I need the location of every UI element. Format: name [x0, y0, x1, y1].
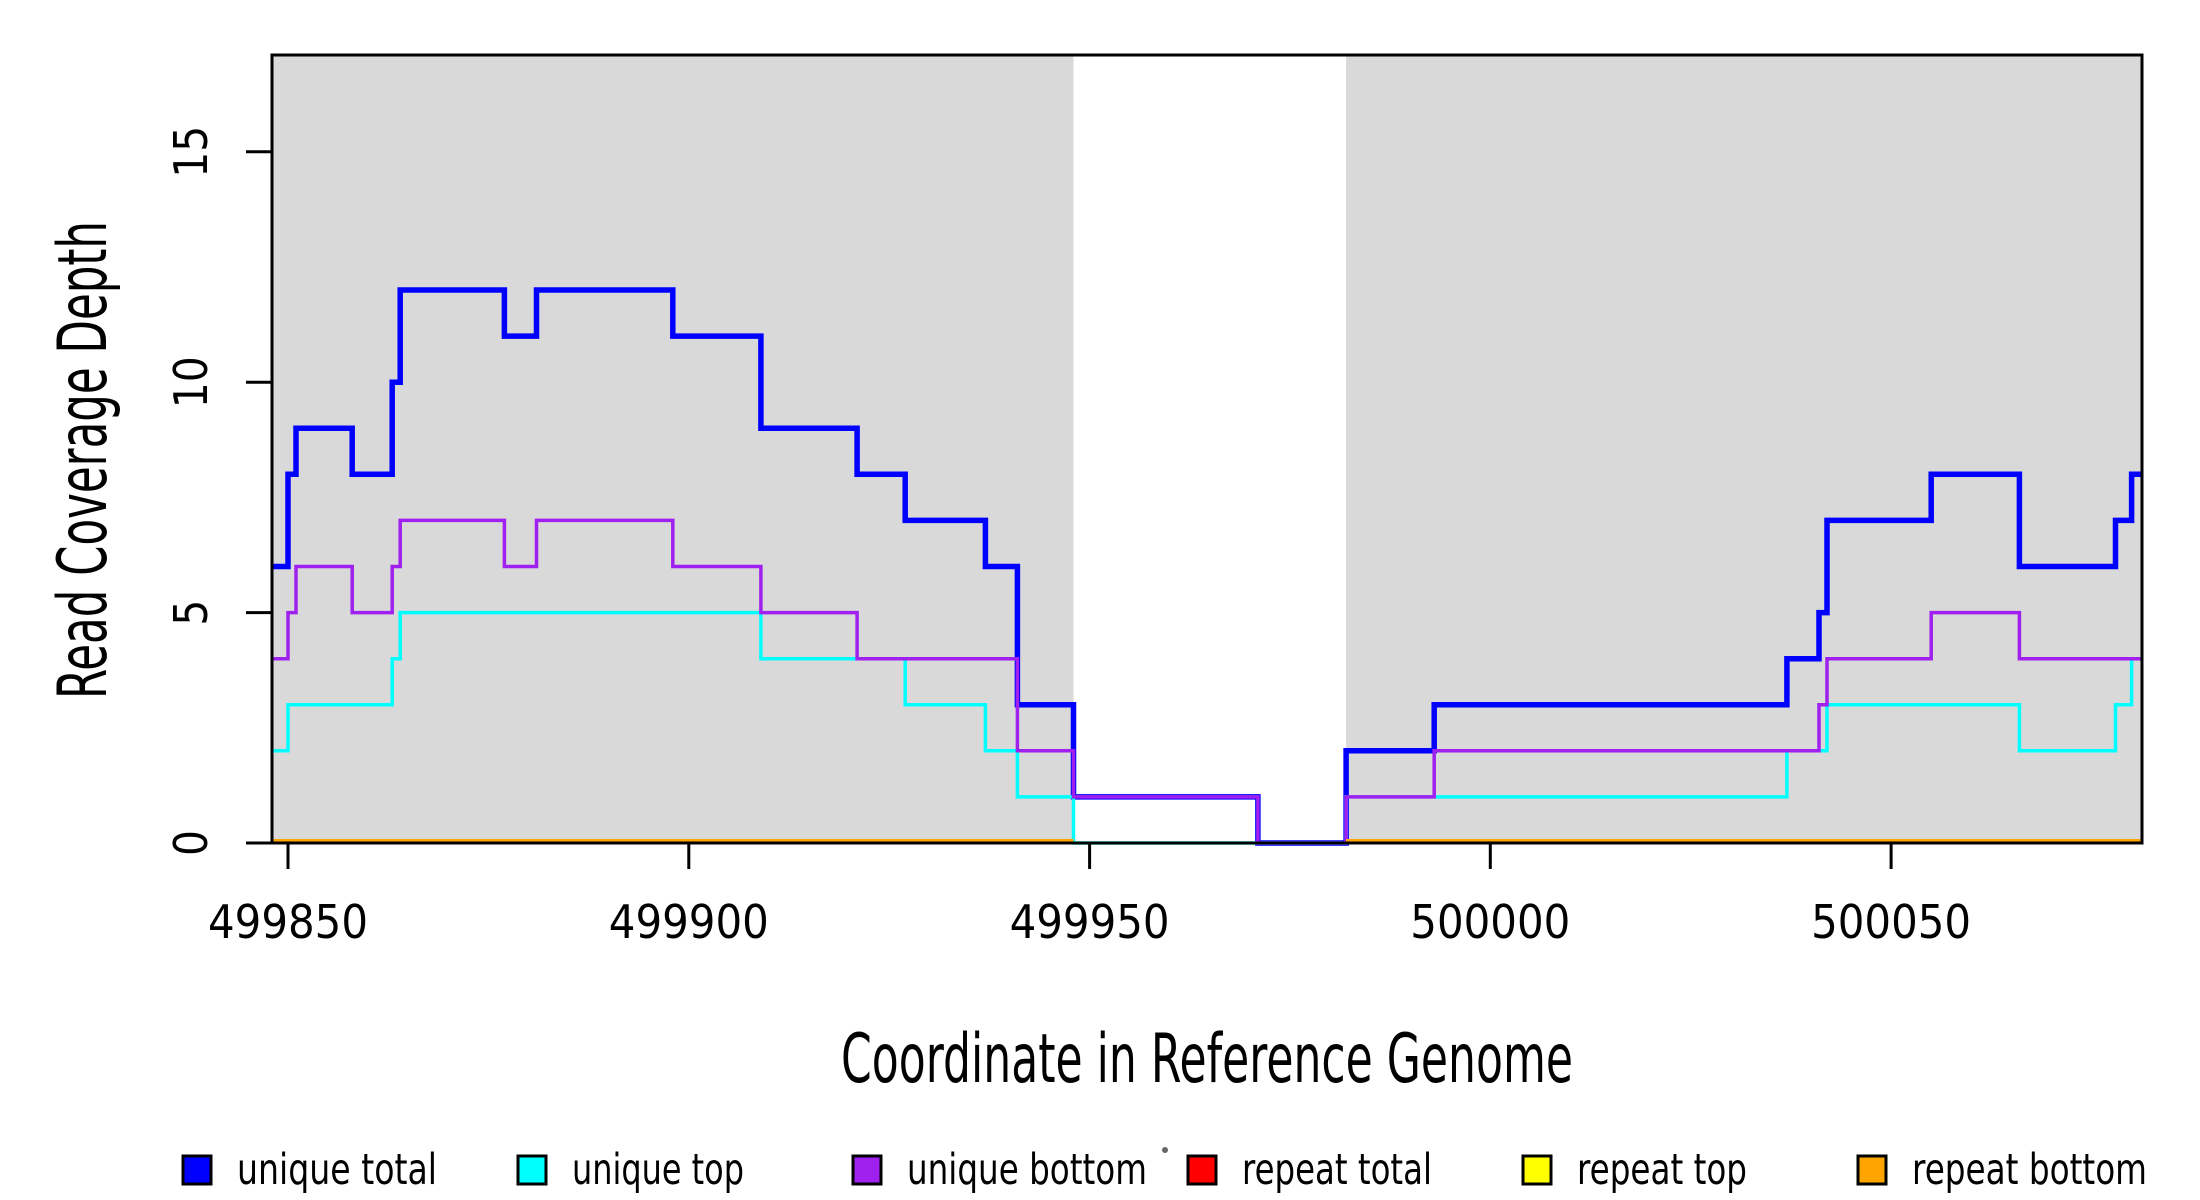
legend-swatch-repeat-total	[1186, 1154, 1218, 1186]
legend-label-repeat-bottom: repeat bottom	[1912, 1145, 2147, 1195]
legend-swatch-repeat-top	[1521, 1154, 1553, 1186]
legend-swatch-unique-bottom	[851, 1154, 883, 1186]
x-tick-label-499950: 499950	[1010, 895, 1170, 949]
stray-mark	[1162, 1147, 1168, 1153]
legend-label-repeat-top: repeat top	[1577, 1145, 1747, 1195]
series-line-unique-top	[272, 610, 2142, 845]
plot-border	[270, 53, 2144, 845]
y-axis-title: Read Coverage Depth	[44, 221, 123, 699]
legend-label-repeat-total: repeat total	[1242, 1145, 1432, 1195]
x-tick-label-500050: 500050	[1811, 895, 1971, 949]
y-tick-label-15: 15	[164, 126, 218, 178]
y-tick-label-5: 5	[164, 600, 218, 626]
legend-label-unique-total: unique total	[237, 1145, 437, 1195]
legend-swatch-repeat-bottom	[1856, 1154, 1888, 1186]
y-tick-label-10: 10	[164, 356, 218, 408]
y-tick-label-0: 0	[164, 830, 218, 856]
legend-label-unique-bottom: unique bottom	[907, 1145, 1147, 1195]
series-line-unique-bottom	[272, 518, 2142, 845]
x-tick-label-500000: 500000	[1410, 895, 1570, 949]
legend-swatch-unique-top	[516, 1154, 548, 1186]
shaded-region	[1346, 56, 2142, 842]
shaded-repeat-regions	[272, 56, 2142, 842]
legend: unique total unique top unique bottom repea…	[181, 1145, 2147, 1195]
x-axis-title: Coordinate in Reference Genome	[841, 1020, 1573, 1099]
x-tick-label-499850: 499850	[208, 895, 368, 949]
shaded-region	[272, 56, 1074, 842]
axes	[246, 53, 2144, 869]
x-tick-label-499900: 499900	[609, 895, 769, 949]
tick-labels: 499850 499900 499950 500000 500050 0 5 10 15	[164, 126, 1971, 949]
series-line-unique-total	[272, 287, 2142, 846]
legend-label-unique-top: unique top	[572, 1145, 744, 1195]
legend-swatch-unique-total	[181, 1154, 213, 1186]
